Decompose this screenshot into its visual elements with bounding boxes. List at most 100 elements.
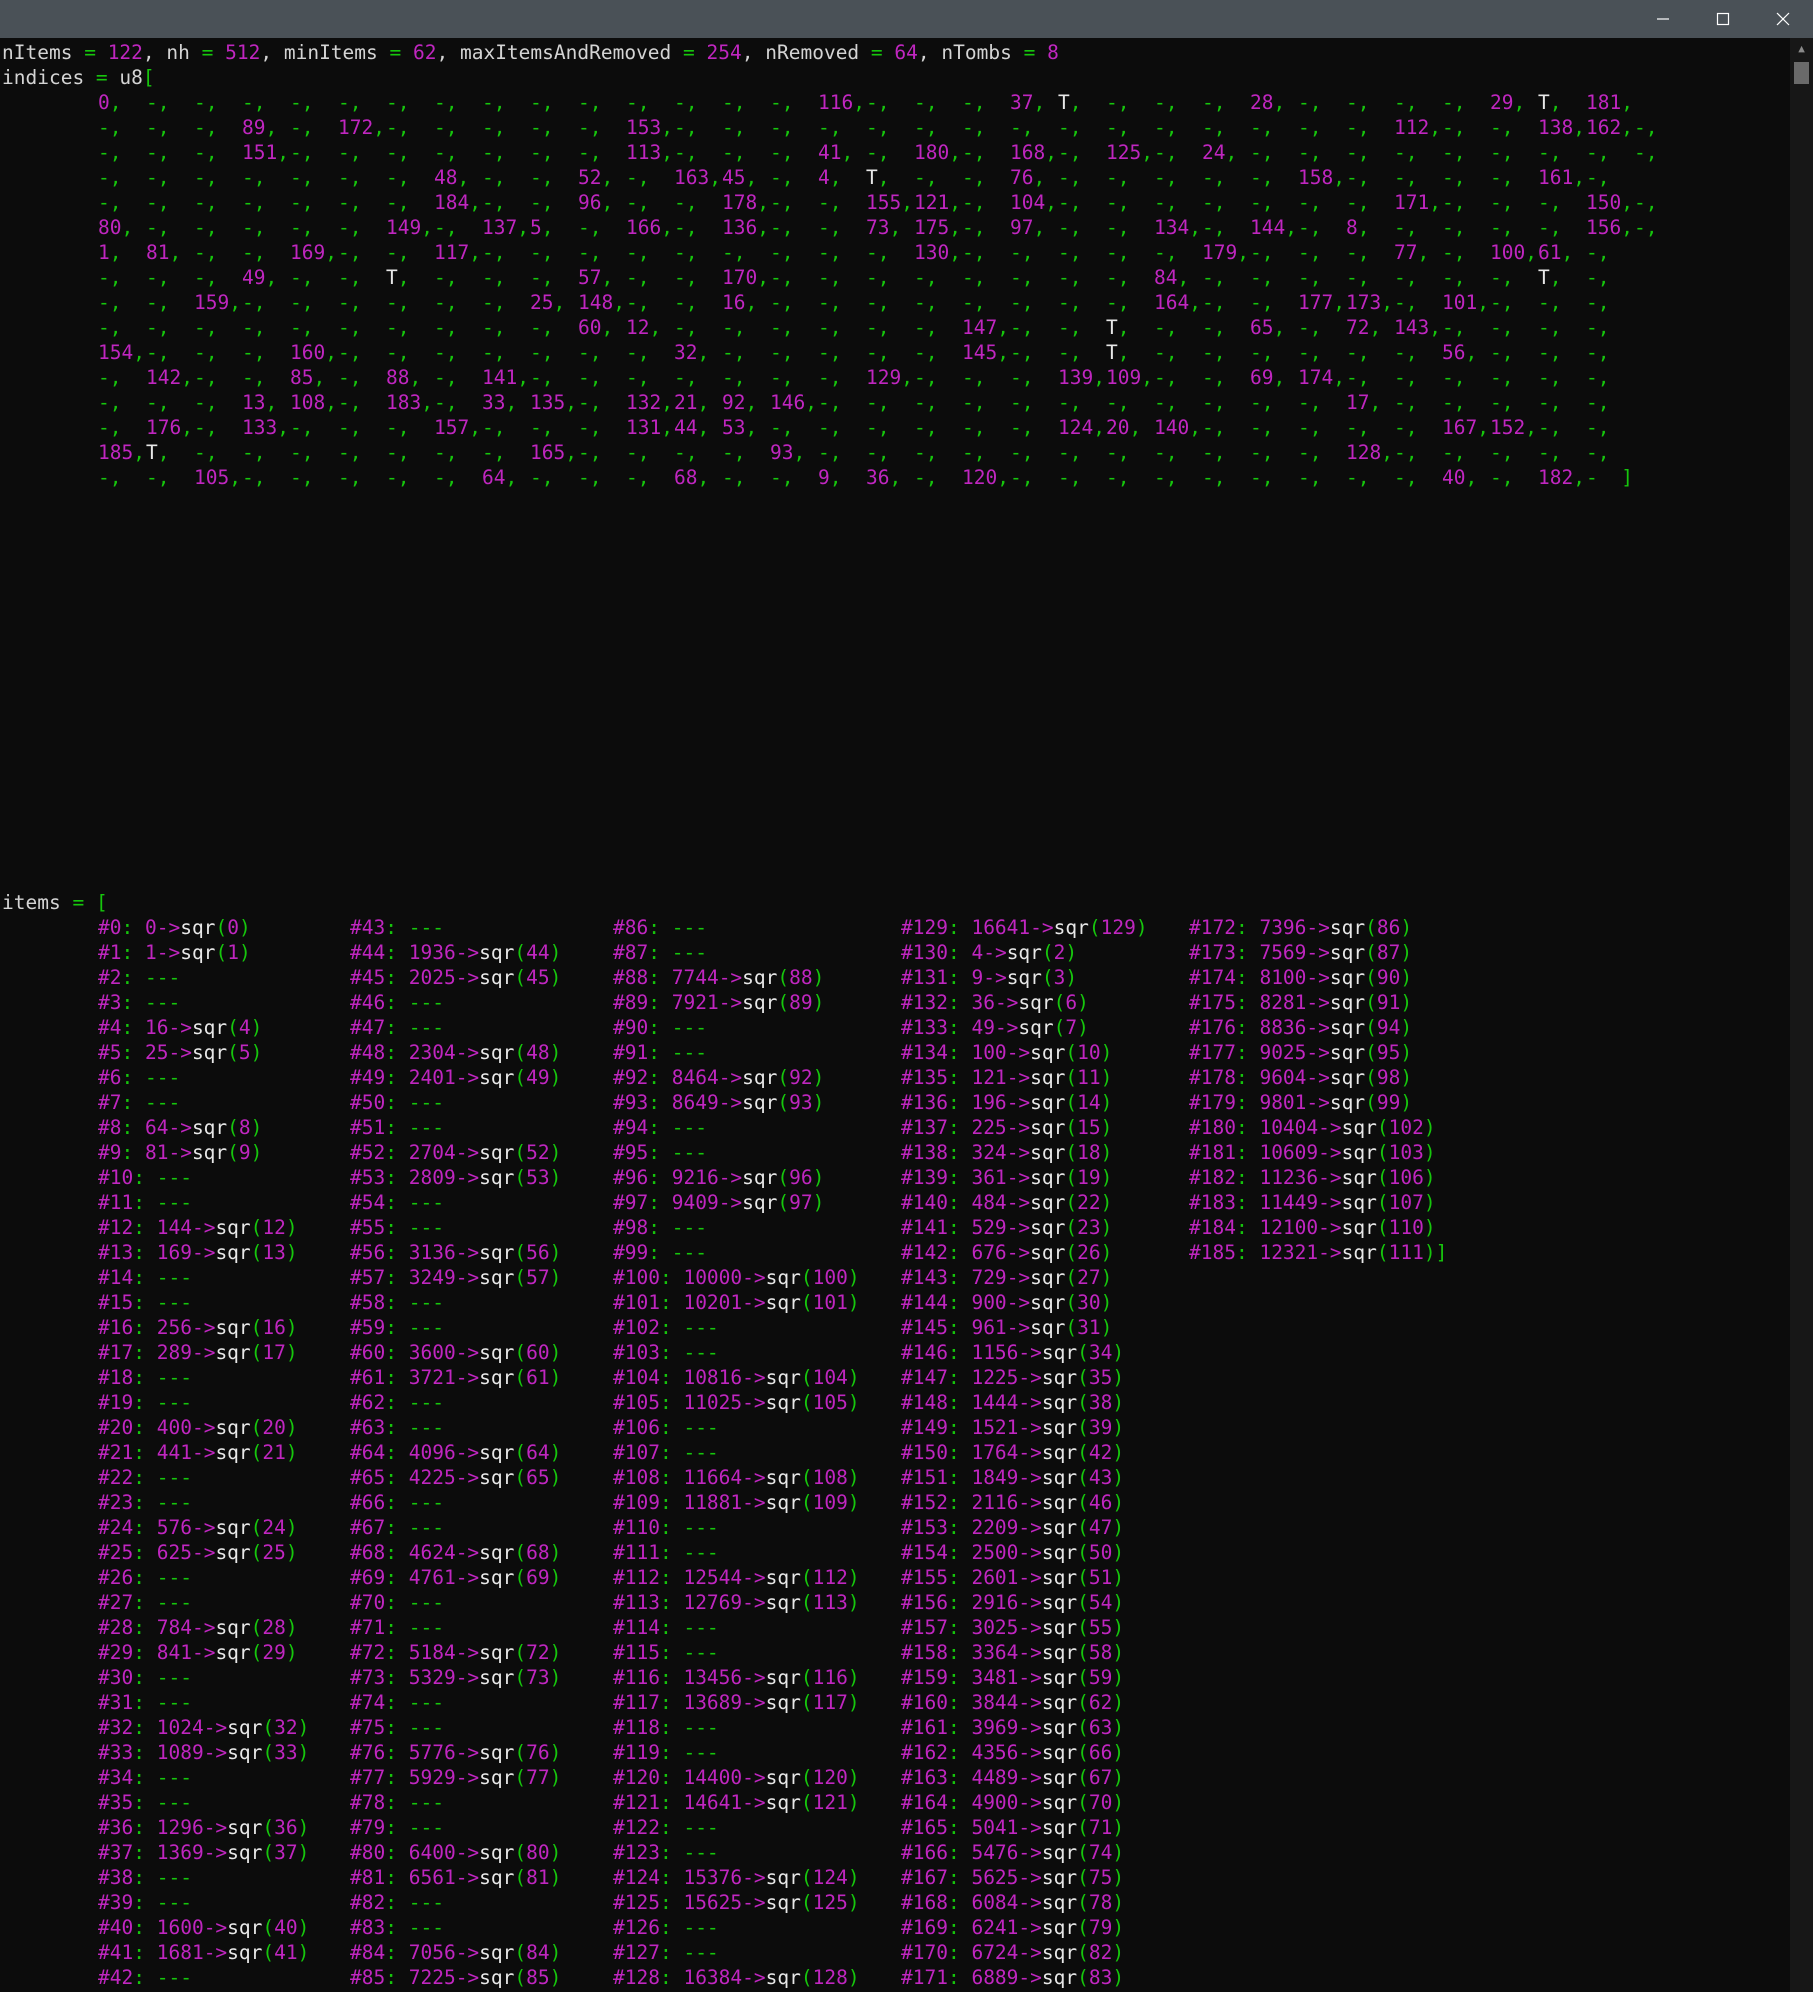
index-cell: -, bbox=[1250, 466, 1274, 489]
index-cell: -, bbox=[338, 391, 362, 414]
index-cell: 152, bbox=[1490, 416, 1537, 439]
index-cell: 146, bbox=[770, 391, 817, 414]
index-cell: -, bbox=[626, 466, 650, 489]
item-entry: #6: --- bbox=[98, 1066, 181, 1089]
item-entry: #162: 4356->sqr(66) bbox=[901, 1741, 1125, 1764]
index-cell: -, bbox=[1346, 166, 1370, 189]
item-entry: #182: 11236->sqr(106) bbox=[1189, 1166, 1436, 1189]
item-entry: #183: 11449->sqr(107) bbox=[1189, 1191, 1436, 1214]
scroll-up-arrow-icon[interactable]: ▲ bbox=[1798, 42, 1805, 55]
indices-row: -, -, -, -, -, -, -, -, -, -, 60, 12, -, -, -, -, -, -, 14… bbox=[98, 315, 1634, 340]
index-cell: -, bbox=[962, 191, 986, 214]
item-entry: #157: 3025->sqr(55) bbox=[901, 1616, 1125, 1639]
item-entry: #122: --- bbox=[613, 1816, 719, 1839]
index-cell: -, bbox=[1298, 466, 1322, 489]
index-cell: -, bbox=[962, 366, 986, 389]
index-cell: -, bbox=[1154, 391, 1178, 414]
index-cell: T, bbox=[1538, 91, 1562, 114]
item-entry: #83: --- bbox=[350, 1916, 444, 1939]
index-cell: 172, bbox=[338, 116, 385, 139]
index-cell: -, bbox=[962, 266, 986, 289]
item-entry: #165: 5041->sqr(71) bbox=[901, 1816, 1125, 1839]
index-cell: 155, bbox=[866, 191, 913, 214]
indices-row: -, -, -, -, -, -, -, 48, -, -, 52, -, 163,45, -, 4, T, -… bbox=[98, 165, 1634, 190]
index-cell: 134, bbox=[1154, 216, 1201, 239]
index-cell: -, bbox=[1490, 266, 1514, 289]
index-cell: -, bbox=[1442, 391, 1466, 414]
item-entry: #160: 3844->sqr(62) bbox=[901, 1691, 1125, 1714]
indices-row: -, -, -, 151,-, -, -, -, -, -, -, 113,-, -, -, 41, -, 1… bbox=[98, 140, 1682, 165]
index-cell: -, bbox=[98, 316, 122, 339]
index-cell: 170, bbox=[722, 266, 769, 289]
index-cell: 81, bbox=[146, 241, 182, 264]
index-cell: 25, bbox=[530, 291, 566, 314]
close-button[interactable] bbox=[1754, 0, 1812, 38]
index-cell: -, bbox=[1394, 466, 1418, 489]
index-cell: -, bbox=[194, 116, 218, 139]
index-cell: 28, bbox=[1250, 91, 1286, 114]
item-entry: #42: --- bbox=[98, 1966, 192, 1989]
indices-row: -, 142,-, -, 85, -, 88, -, 141,-, -, -, -, -, -, -, 12… bbox=[98, 365, 1634, 390]
terminal-output[interactable]: nItems = 122, nh = 512, minItems = 62, m… bbox=[0, 38, 1790, 1992]
item-entry: #113: 12769->sqr(113) bbox=[613, 1591, 860, 1614]
item-entry: #107: --- bbox=[613, 1441, 719, 1464]
item-entry: #134: 100->sqr(10) bbox=[901, 1041, 1113, 1064]
index-cell: -, bbox=[722, 316, 746, 339]
index-cell: -, bbox=[1106, 116, 1130, 139]
item-entry: #35: --- bbox=[98, 1791, 192, 1814]
item-entry: #5: 25->sqr(5) bbox=[98, 1041, 263, 1064]
item-entry: #48: 2304->sqr(48) bbox=[350, 1041, 562, 1064]
item-entry: #115: --- bbox=[613, 1641, 719, 1664]
index-cell: -, bbox=[290, 291, 314, 314]
item-entry: #104: 10816->sqr(104) bbox=[613, 1366, 860, 1389]
index-cell: -, bbox=[1490, 341, 1514, 364]
index-cell: -, bbox=[1106, 216, 1130, 239]
index-cell: 132, bbox=[626, 391, 673, 414]
index-cell: 185, bbox=[98, 441, 145, 464]
stats-line: nItems = 122, nh = 512, minItems = 62, m… bbox=[2, 41, 1059, 64]
index-cell: -, bbox=[530, 266, 554, 289]
index-cell: -, bbox=[1298, 116, 1322, 139]
index-cell: -, bbox=[1394, 266, 1418, 289]
index-cell: 159, bbox=[194, 291, 241, 314]
index-cell: -, bbox=[674, 216, 698, 239]
index-cell: -, bbox=[1586, 291, 1610, 314]
index-cell: 72, bbox=[1346, 316, 1382, 339]
index-cell: -, bbox=[1442, 266, 1466, 289]
minimize-button[interactable] bbox=[1634, 0, 1692, 38]
index-cell: -, bbox=[434, 141, 458, 164]
index-cell: -, bbox=[434, 341, 458, 364]
index-cell: 76, bbox=[1010, 166, 1046, 189]
index-cell: -, bbox=[1346, 466, 1370, 489]
index-cell: -, bbox=[1586, 341, 1610, 364]
index-cell: -, bbox=[194, 441, 218, 464]
item-entry: #136: 196->sqr(14) bbox=[901, 1091, 1113, 1114]
item-entry: #16: 256->sqr(16) bbox=[98, 1316, 298, 1339]
maximize-button[interactable] bbox=[1694, 0, 1752, 38]
index-cell: 40, bbox=[1442, 466, 1478, 489]
index-cell: -, bbox=[1394, 391, 1418, 414]
index-cell: 84, bbox=[1154, 266, 1190, 289]
index-cell: T, bbox=[1106, 316, 1130, 339]
index-cell: -, bbox=[290, 191, 314, 214]
index-cell: 65, bbox=[1250, 316, 1286, 339]
index-cell: 68, bbox=[674, 466, 710, 489]
item-entry: #78: --- bbox=[350, 1791, 444, 1814]
index-cell: -, bbox=[1298, 141, 1322, 164]
index-cell: -, bbox=[1586, 316, 1610, 339]
scroll-thumb[interactable] bbox=[1794, 62, 1809, 84]
index-cell: -, bbox=[1394, 416, 1418, 439]
indices-row: 0, -, -, -, -, -, -, -, -, -, -, -, -, -, -, 116,-, -, -,… bbox=[98, 90, 1634, 115]
index-cell: -, bbox=[1202, 116, 1226, 139]
index-cell: -, bbox=[1442, 316, 1466, 339]
index-cell: - ] bbox=[1586, 466, 1633, 489]
index-cell: 77, bbox=[1394, 241, 1430, 264]
index-cell: -, bbox=[1538, 141, 1562, 164]
minimize-icon bbox=[1657, 18, 1669, 20]
index-cell: -, bbox=[194, 316, 218, 339]
index-cell: -, bbox=[386, 166, 410, 189]
item-entry: #29: 841->sqr(29) bbox=[98, 1641, 298, 1664]
index-cell: 138, bbox=[1538, 116, 1585, 139]
index-cell: -, bbox=[1490, 166, 1514, 189]
vertical-scrollbar[interactable]: ▲ bbox=[1790, 38, 1813, 1992]
